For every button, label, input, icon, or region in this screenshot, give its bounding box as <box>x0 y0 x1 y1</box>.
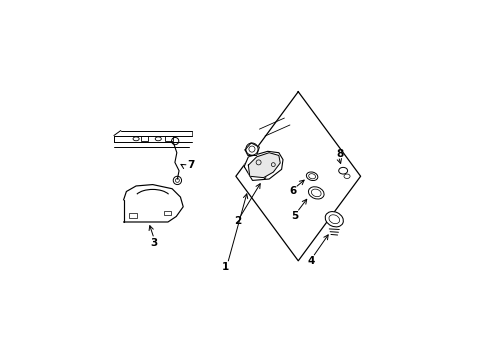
Text: 2: 2 <box>234 216 241 226</box>
Polygon shape <box>244 151 283 180</box>
Text: 1: 1 <box>222 262 229 272</box>
Text: 6: 6 <box>289 186 296 196</box>
Text: 4: 4 <box>307 256 315 266</box>
Bar <box>166 136 173 141</box>
Text: 8: 8 <box>337 149 344 158</box>
Bar <box>141 136 148 141</box>
Ellipse shape <box>325 212 343 227</box>
Polygon shape <box>248 153 280 177</box>
Bar <box>164 211 171 215</box>
Polygon shape <box>245 143 259 156</box>
Bar <box>129 213 138 218</box>
Text: 7: 7 <box>261 171 269 181</box>
Text: 3: 3 <box>150 238 158 248</box>
Text: 7: 7 <box>187 160 195 170</box>
Text: 5: 5 <box>291 211 298 221</box>
